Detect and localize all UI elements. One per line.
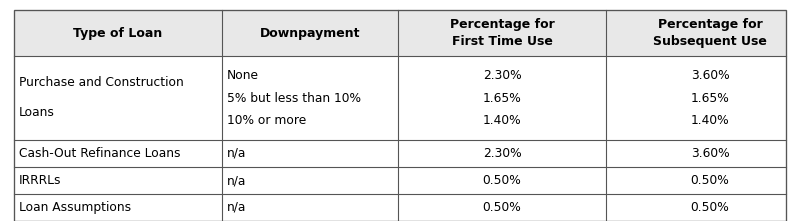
Text: 2.30%: 2.30%: [482, 147, 522, 160]
Text: IRRRLs: IRRRLs: [19, 174, 62, 187]
Text: 1.65%: 1.65%: [482, 91, 522, 105]
Text: 5% but less than 10%: 5% but less than 10%: [227, 91, 361, 105]
Text: 0.50%: 0.50%: [482, 201, 522, 214]
Text: Loans: Loans: [19, 107, 55, 120]
Text: n/a: n/a: [227, 147, 246, 160]
Text: 3.60%: 3.60%: [690, 69, 730, 82]
Text: 0.50%: 0.50%: [482, 174, 522, 187]
Text: Cash-Out Refinance Loans: Cash-Out Refinance Loans: [19, 147, 181, 160]
Text: None: None: [227, 69, 259, 82]
Text: Percentage for: Percentage for: [658, 18, 762, 31]
Text: 1.40%: 1.40%: [690, 114, 730, 127]
Text: Type of Loan: Type of Loan: [74, 27, 162, 40]
Text: 0.50%: 0.50%: [690, 201, 730, 214]
Bar: [14, 10, 786, 56]
Text: Percentage for: Percentage for: [450, 18, 554, 31]
Text: 1.65%: 1.65%: [690, 91, 730, 105]
Text: Loan Assumptions: Loan Assumptions: [19, 201, 131, 214]
Text: First Time Use: First Time Use: [451, 35, 553, 48]
Text: 1.40%: 1.40%: [482, 114, 522, 127]
Text: Purchase and Construction: Purchase and Construction: [19, 76, 184, 90]
Text: Downpayment: Downpayment: [260, 27, 360, 40]
Text: 0.50%: 0.50%: [690, 174, 730, 187]
Text: n/a: n/a: [227, 201, 246, 214]
Text: 2.30%: 2.30%: [482, 69, 522, 82]
Text: n/a: n/a: [227, 174, 246, 187]
Text: Subsequent Use: Subsequent Use: [653, 35, 767, 48]
Text: 3.60%: 3.60%: [690, 147, 730, 160]
Text: 10% or more: 10% or more: [227, 114, 306, 127]
